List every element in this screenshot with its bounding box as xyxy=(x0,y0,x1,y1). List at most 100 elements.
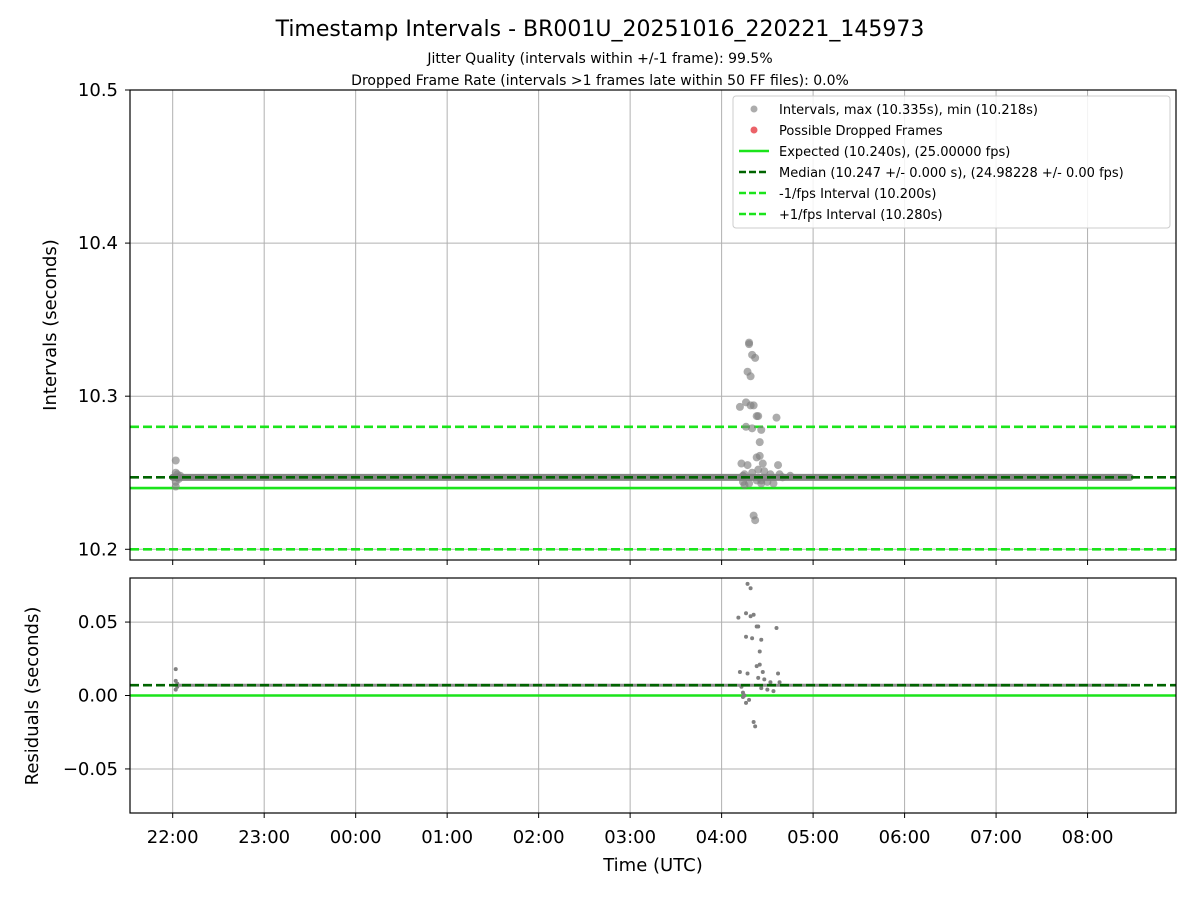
residual-point xyxy=(744,611,749,616)
residuals-ticks: 22:00 23:00 00:00 01:00 02:00 03:00 04:00 05:00… xyxy=(63,612,1114,848)
legend-dropped-frames-label: Possible Dropped Frames xyxy=(779,124,943,139)
chart-subtitle-jitter: Jitter Quality (intervals within +/-1 fr… xyxy=(426,51,772,67)
legend-median: Median (10.247 +/- 0.000 s), (24.98228 +… xyxy=(739,166,1124,181)
intervals-y-tick-label: 10.2 xyxy=(78,539,118,560)
legend-plus-one-frame: +1/fps Interval (10.280s) xyxy=(739,208,943,223)
intervals-axes-frame xyxy=(129,89,1177,561)
residual-point xyxy=(777,680,782,685)
residuals-x-tick-label: 04:00 xyxy=(696,827,748,848)
residual-point xyxy=(753,724,758,729)
interval-point xyxy=(745,479,754,488)
intervals-ticks: 10.2 10.3 10.4 10.5 xyxy=(78,80,1089,565)
interval-point xyxy=(743,461,752,470)
residual-point xyxy=(173,667,178,672)
residual-point xyxy=(771,689,776,694)
interval-point xyxy=(751,516,760,525)
intervals-reference-lines xyxy=(130,425,1176,551)
intervals-points xyxy=(130,338,1176,525)
residuals-ylabel: Residuals (seconds) xyxy=(22,607,43,786)
intervals-y-tick-label: 10.3 xyxy=(78,386,118,407)
interval-point xyxy=(757,425,766,434)
legend-intervals-label: Intervals, max (10.335s), min (10.218s) xyxy=(779,103,1038,118)
residual-point xyxy=(737,670,742,674)
chart-title: Timestamp Intervals - BR001U_20251016_22… xyxy=(275,17,925,42)
x-axis-label: Time (UTC) xyxy=(602,855,703,876)
residuals-x-tick-label: 02:00 xyxy=(513,827,565,848)
legend-box xyxy=(732,95,1171,229)
residuals-x-tick-label: 03:00 xyxy=(604,827,656,848)
residual-point xyxy=(173,687,178,692)
residual-point xyxy=(765,687,770,692)
residual-point xyxy=(173,678,178,683)
interval-point xyxy=(769,479,778,488)
interval-point xyxy=(758,459,767,468)
interval-point xyxy=(751,353,760,362)
residual-point xyxy=(736,615,741,620)
chart-subtitle-dropped: Dropped Frame Rate (intervals >1 frames … xyxy=(351,73,849,89)
residual-point xyxy=(760,670,765,674)
legend-median-label: Median (10.247 +/- 0.000 s), (24.98228 +… xyxy=(779,166,1124,181)
interval-point xyxy=(171,482,180,491)
interval-point xyxy=(760,467,769,476)
interval-point xyxy=(757,479,766,488)
interval-point xyxy=(745,338,754,347)
residual-point xyxy=(744,634,749,639)
residuals-x-tick-label: 07:00 xyxy=(970,827,1022,848)
intervals-ylabel: Intervals (seconds) xyxy=(40,239,61,411)
residual-point xyxy=(747,697,752,702)
interval-point xyxy=(755,438,764,447)
interval-point xyxy=(755,451,764,460)
residuals-x-tick-label: 06:00 xyxy=(879,827,931,848)
legend-minus-one-frame-label: -1/fps Interval (10.200s) xyxy=(779,187,936,202)
residual-point xyxy=(748,614,753,619)
interval-point xyxy=(748,424,757,433)
intervals-panel: 10.2 10.3 10.4 10.5 Intervals (seconds) Int… xyxy=(40,80,1177,565)
residuals-x-tick-label: 00:00 xyxy=(330,827,382,848)
residuals-y-tick-label: −0.05 xyxy=(63,759,118,780)
interval-point xyxy=(774,461,783,470)
residuals-x-tick-label: 05:00 xyxy=(787,827,839,848)
legend-intervals: Intervals, max (10.335s), min (10.218s) xyxy=(750,103,1038,118)
residuals-x-tick-label: 22:00 xyxy=(147,827,199,848)
legend-expected: Expected (10.240s), (25.00000 fps) xyxy=(739,145,1010,160)
residual-point xyxy=(745,581,750,586)
residual-point xyxy=(757,662,762,667)
intervals-y-tick-label: 10.5 xyxy=(78,80,118,101)
residual-point xyxy=(762,677,767,682)
residual-point xyxy=(774,625,779,630)
residuals-y-tick-label: 0.05 xyxy=(78,612,118,633)
residuals-y-tick-label: 0.00 xyxy=(78,686,118,707)
legend-minus-one-frame: -1/fps Interval (10.200s) xyxy=(739,187,936,202)
legend-dropped-frames: Possible Dropped Frames xyxy=(750,124,943,139)
residual-point xyxy=(757,649,762,654)
residual-point xyxy=(754,664,759,669)
interval-point xyxy=(742,422,751,431)
residual-point xyxy=(744,700,749,705)
intervals-y-tick-label: 10.4 xyxy=(78,233,118,254)
legend: Intervals, max (10.335s), min (10.218s) P… xyxy=(732,95,1171,229)
residuals-x-tick-label: 01:00 xyxy=(421,827,473,848)
residual-point xyxy=(756,675,761,680)
legend-intervals-marker xyxy=(750,105,758,113)
interval-point xyxy=(171,456,180,465)
interval-point xyxy=(763,477,772,486)
residual-point xyxy=(756,624,761,629)
residuals-points xyxy=(130,581,1176,729)
legend-plus-one-frame-label: +1/fps Interval (10.280s) xyxy=(779,208,943,223)
interval-point xyxy=(754,412,763,421)
residual-point xyxy=(751,612,756,617)
residual-point xyxy=(751,719,756,724)
residual-point xyxy=(745,671,750,676)
residuals-x-tick-label: 23:00 xyxy=(238,827,290,848)
interval-point xyxy=(737,459,746,468)
residual-point xyxy=(740,690,745,695)
residuals-x-tick-label: 08:00 xyxy=(1062,827,1114,848)
interval-point xyxy=(746,372,755,381)
interval-point xyxy=(754,465,763,474)
residual-point xyxy=(759,686,764,691)
legend-expected-label: Expected (10.240s), (25.00000 fps) xyxy=(779,145,1010,160)
interval-point xyxy=(735,402,744,411)
residual-point xyxy=(748,586,753,591)
interval-point xyxy=(772,413,781,422)
